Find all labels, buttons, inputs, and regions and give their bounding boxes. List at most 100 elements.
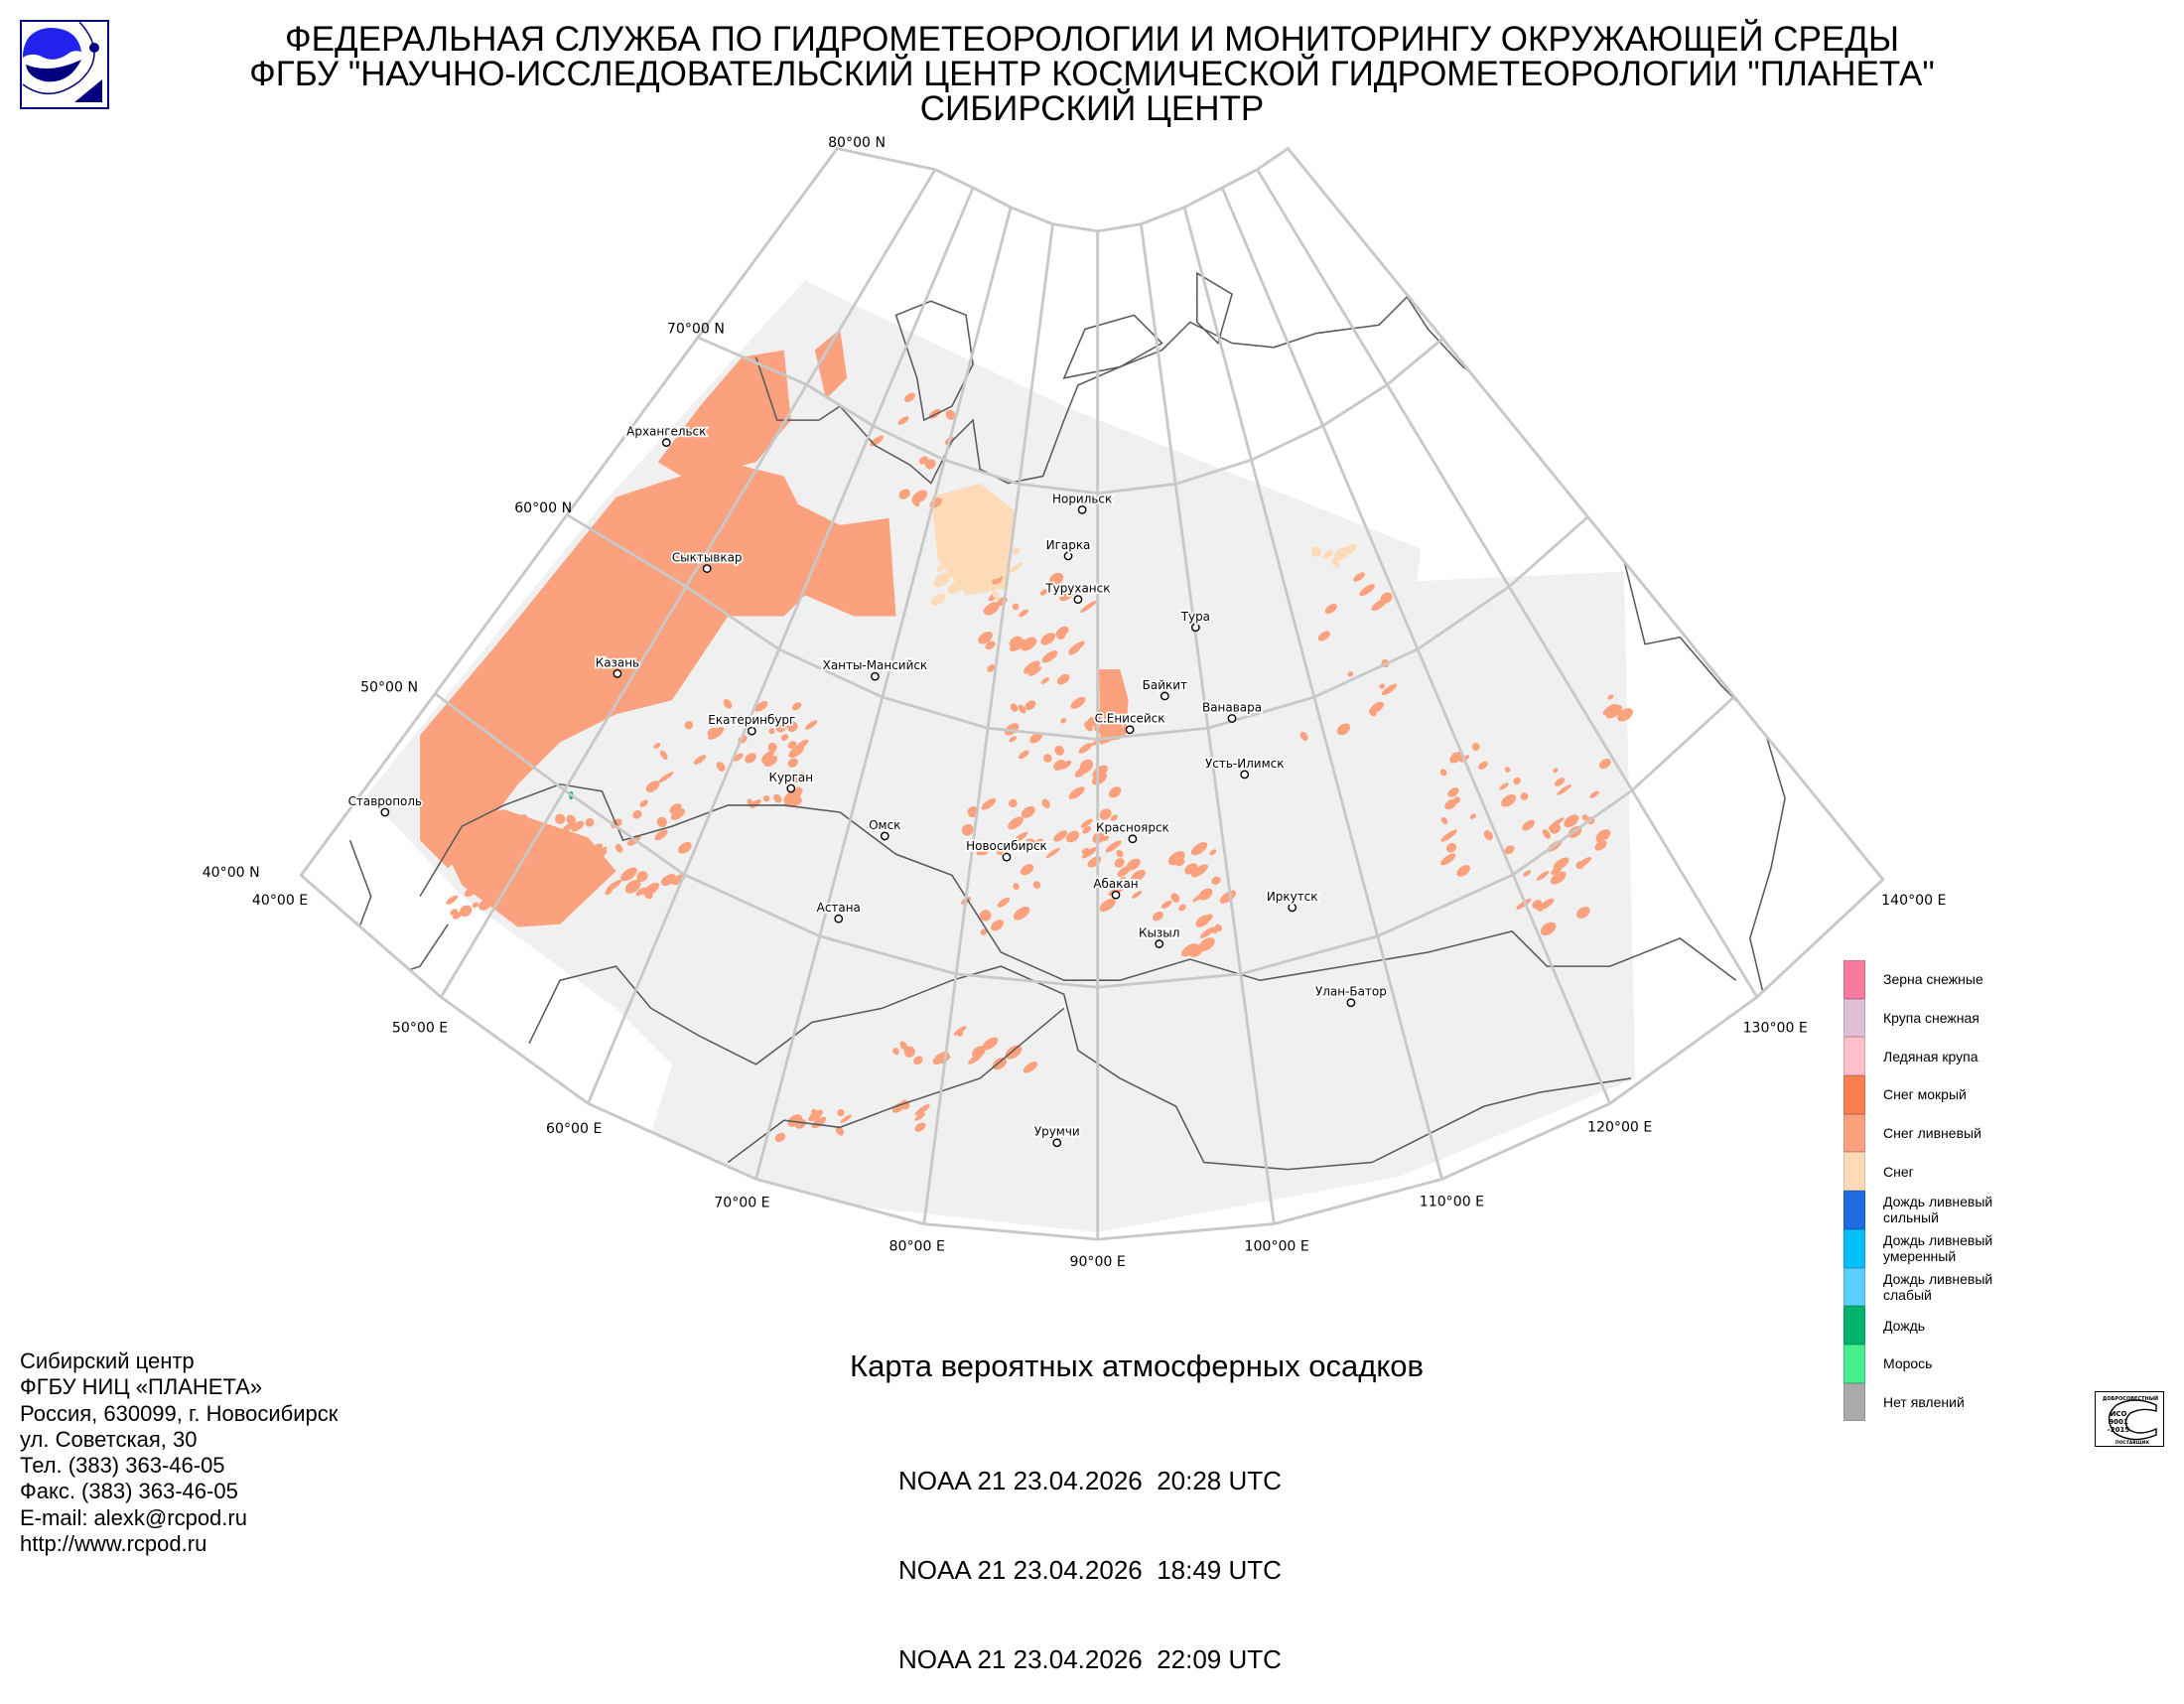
- precipitation-cell: [956, 550, 971, 561]
- precipitation-cell: [606, 879, 622, 892]
- legend-swatch: [1843, 1191, 1865, 1229]
- precipitation-cell: [645, 781, 660, 792]
- city-dot-icon: [613, 668, 622, 678]
- precipitation-cell: [1471, 743, 1480, 751]
- precipitation-cell: [530, 872, 547, 886]
- precipitation-cell: [561, 823, 574, 833]
- precipitation-cell: [1055, 626, 1069, 638]
- city-dot-icon: [1346, 998, 1356, 1008]
- precipitation-cell: [1074, 768, 1087, 778]
- precipitation-cell: [1523, 870, 1532, 877]
- meridian-line: [440, 168, 937, 998]
- legend-swatch: [1843, 1344, 1865, 1383]
- precipitation-cell: [775, 722, 787, 733]
- precipitation-cell: [1532, 900, 1543, 910]
- precipitation-cell: [464, 885, 478, 898]
- precipitation-cell: [459, 905, 473, 918]
- precipitation-cell: [1520, 792, 1529, 800]
- precipitation-cell: [1091, 772, 1107, 785]
- precipitation-cell: [535, 890, 543, 897]
- precipitation-cell: [1040, 677, 1050, 684]
- precipitation-cell: [1021, 805, 1035, 818]
- city-dot-icon: [1155, 939, 1164, 948]
- city-dot-icon: [880, 831, 889, 841]
- city-marker: Астана: [815, 899, 863, 923]
- contact-line: Факс. (383) 363-46-05: [20, 1479, 238, 1504]
- city-label: Игарка: [1046, 538, 1091, 552]
- precipitation-cell: [745, 753, 756, 764]
- city-dot-icon: [380, 807, 390, 817]
- precipitation-cell: [1359, 584, 1375, 597]
- precipitation-cell: [774, 1132, 786, 1143]
- city-label: Ставрополь: [348, 794, 423, 808]
- precipitation-cell: [936, 564, 945, 572]
- legend-swatch: [1843, 1267, 1865, 1307]
- precipitation-cell: [1126, 858, 1141, 871]
- city-marker: Ханты-Мансийск: [821, 656, 929, 681]
- precipitation-cell: [1501, 793, 1517, 807]
- precipitation-cell: [478, 874, 491, 886]
- precipitation-cell: [1012, 547, 1021, 555]
- precipitation-cell: [485, 819, 495, 827]
- city-marker: Урумчи: [1032, 1123, 1081, 1148]
- precipitation-cell: [1178, 904, 1186, 912]
- city-label: Екатеринбург: [708, 713, 795, 727]
- precipitation-cell: [1549, 823, 1562, 834]
- legend-label: Дождь ливневый слабый: [1883, 1270, 1993, 1303]
- precipitation-cell: [636, 871, 648, 882]
- precipitation-cell: [811, 1116, 827, 1129]
- precipitation-cell: [976, 519, 984, 527]
- contact-email[interactable]: E-mail: alexk@rcpod.ru: [20, 1504, 247, 1530]
- legend-label: Дождь ливневый умеренный: [1883, 1232, 1993, 1265]
- longitude-label: 120°00 E: [1587, 1120, 1652, 1136]
- city-dot-icon: [661, 438, 671, 448]
- precipitation-cell: [1324, 603, 1337, 615]
- pass-line: NOAA 21 23.04.2026 20:28 UTC: [898, 1466, 1282, 1495]
- city-marker: Норильск: [1050, 491, 1114, 514]
- latitude-label: 70°00 N: [667, 322, 725, 338]
- city-label: Ванавара: [1202, 700, 1262, 714]
- precipitation-cell: [524, 899, 533, 908]
- precipitation-cell: [992, 591, 1001, 601]
- contact-line: Россия, 630099, г. Новосибирск: [20, 1400, 339, 1426]
- precipitation-cell: [1115, 876, 1126, 885]
- city-dot-icon: [1190, 623, 1200, 633]
- precipitation-cell: [643, 889, 653, 900]
- city-dot-icon: [786, 783, 796, 793]
- precipitation-cell: [571, 820, 585, 832]
- precipitation-cell: [684, 721, 694, 730]
- precipitation-cell: [1581, 814, 1588, 821]
- precipitation-cell: [614, 843, 623, 853]
- precipitation-cell: [585, 817, 595, 827]
- contact-line: Тел. (383) 363-46-05: [20, 1453, 225, 1479]
- precipitation-cell: [979, 910, 992, 922]
- precipitation-cell: [786, 721, 798, 732]
- precipitation-cell: [978, 631, 993, 644]
- precipitation-cell: [534, 909, 541, 915]
- precipitation-cell: [1483, 830, 1493, 841]
- precipitation-cell: [1445, 842, 1457, 853]
- map-frame: [299, 146, 1885, 1241]
- precipitation-cell: [1379, 683, 1386, 689]
- precipitation-cell: [1070, 696, 1086, 709]
- precipitation-cell: [624, 880, 641, 894]
- contact-website[interactable]: http://www.rcpod.ru: [20, 1531, 207, 1557]
- precipitation-cell: [754, 700, 768, 712]
- precipitation-cell: [1131, 869, 1146, 882]
- precipitation-cell: [525, 865, 534, 874]
- precipitation-cell: [518, 880, 533, 893]
- precipitation-cell: [1598, 758, 1611, 770]
- city-dot-icon: [1288, 903, 1297, 913]
- precipitation-cell: [1111, 706, 1119, 713]
- contact-line: ул. Советская, 30: [20, 1426, 198, 1452]
- legend-label: Нет явлений: [1883, 1393, 1965, 1410]
- precipitation-cell: [1020, 863, 1034, 876]
- legend-item: Крупа снежная: [1843, 998, 2032, 1038]
- city-dot-icon: [1160, 691, 1169, 701]
- precipitation-cell: [1589, 790, 1599, 798]
- parallel-line: [434, 692, 1735, 989]
- coastline-border: [754, 295, 1786, 1009]
- satellite-coverage-area: [366, 280, 1636, 1233]
- precipitation-cell: [1469, 813, 1477, 819]
- precipitation-cell: [1542, 829, 1551, 839]
